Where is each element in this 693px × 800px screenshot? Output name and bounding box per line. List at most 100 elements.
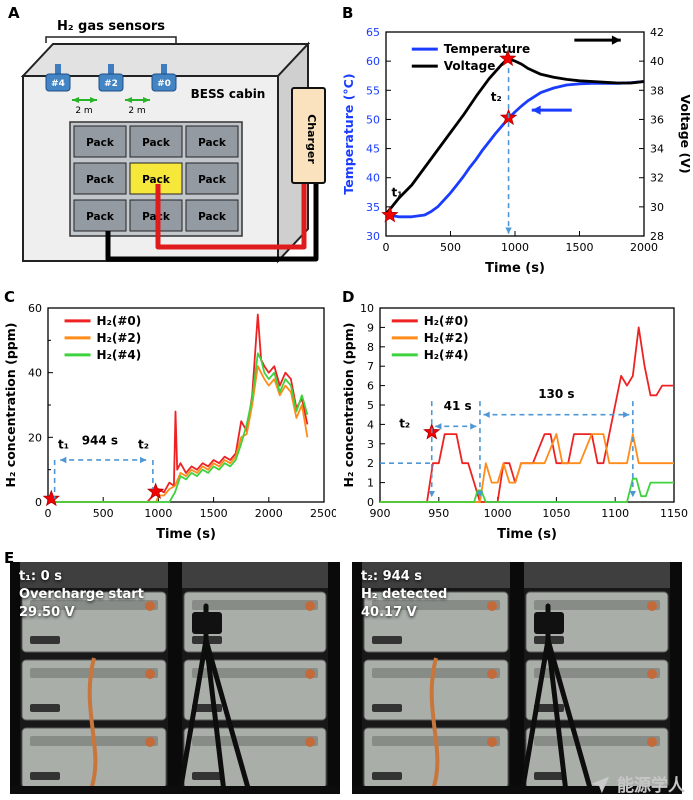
panel-label-a: A bbox=[8, 4, 20, 22]
pack-cell-label: Pack bbox=[198, 137, 227, 149]
svg-text:t₂: t₂ bbox=[491, 90, 502, 104]
watermark: 能源学人 bbox=[589, 771, 685, 796]
svg-text:Time (s): Time (s) bbox=[156, 527, 216, 542]
chart-h2-concentration-zoom: 900 950 1000 1050 1100 1150 0 1 2 3 4 5 6 7 8 9 10 Time (… bbox=[341, 302, 688, 542]
svg-text:Time (s): Time (s) bbox=[497, 527, 557, 542]
h2-sensor-4: #4 bbox=[45, 64, 71, 92]
svg-text:500: 500 bbox=[93, 507, 114, 520]
sensor-label: #4 bbox=[51, 79, 65, 89]
svg-text:38: 38 bbox=[650, 84, 664, 97]
svg-text:55: 55 bbox=[366, 84, 380, 97]
svg-text:1500: 1500 bbox=[200, 507, 228, 520]
svg-text:950: 950 bbox=[428, 507, 449, 520]
svg-text:2000: 2000 bbox=[630, 241, 658, 254]
svg-text:1050: 1050 bbox=[542, 507, 570, 520]
svg-text:34: 34 bbox=[650, 143, 664, 156]
caption-line: 40.17 V bbox=[361, 605, 417, 621]
h2-sensor-2: #2 bbox=[98, 64, 124, 92]
svg-text:0: 0 bbox=[367, 496, 374, 509]
svg-text:45: 45 bbox=[366, 143, 380, 156]
svg-text:H₂ concentration (ppm): H₂ concentration (ppm) bbox=[3, 323, 18, 488]
svg-text:Voltage: Voltage bbox=[444, 59, 496, 73]
svg-text:40: 40 bbox=[28, 367, 42, 380]
caption-line: t₂: 944 s bbox=[361, 569, 423, 584]
svg-text:t₁: t₁ bbox=[391, 185, 402, 199]
chart-h2-concentration-full: 0 500 1000 1500 2000 2500 0 20 40 60 Time (s) H₂ co… bbox=[3, 302, 336, 542]
svg-text:t₂: t₂ bbox=[399, 416, 410, 430]
caption-line: H₂ detected bbox=[361, 587, 448, 603]
charger-box bbox=[291, 87, 326, 184]
svg-text:40: 40 bbox=[366, 172, 380, 185]
svg-text:t₁: t₁ bbox=[58, 438, 69, 452]
svg-text:Voltage (V): Voltage (V) bbox=[678, 94, 690, 173]
svg-text:2000: 2000 bbox=[255, 507, 283, 520]
svg-text:H₂(#0): H₂(#0) bbox=[424, 314, 469, 328]
svg-text:65: 65 bbox=[366, 26, 380, 39]
svg-text:H₂(#2): H₂(#2) bbox=[424, 331, 469, 345]
svg-text:2: 2 bbox=[367, 457, 374, 470]
svg-text:41 s: 41 s bbox=[444, 399, 472, 413]
caption-line: 29.50 V bbox=[19, 605, 75, 621]
pack-cell-label: Pack bbox=[86, 137, 115, 149]
svg-text:0: 0 bbox=[383, 241, 390, 254]
svg-text:10: 10 bbox=[360, 302, 374, 315]
svg-text:1: 1 bbox=[367, 477, 374, 490]
pack-cell-label: Pack bbox=[86, 211, 115, 223]
pack-cell-label: Pack bbox=[142, 137, 171, 149]
panel-label-c: C bbox=[4, 288, 16, 306]
distance-label: 2 m bbox=[128, 106, 145, 116]
svg-text:500: 500 bbox=[440, 241, 461, 254]
panel-label-d: D bbox=[342, 288, 355, 306]
svg-text:5: 5 bbox=[367, 399, 374, 412]
svg-text:H₂(#0): H₂(#0) bbox=[97, 314, 142, 328]
photo-h2-detected: t₂: 944 s H₂ detected 40.17 V bbox=[352, 562, 682, 794]
pack-cell-label: Pack bbox=[86, 174, 115, 186]
svg-text:6: 6 bbox=[367, 380, 374, 393]
photo-caption-t1: t₁: 0 s Overcharge start 29.50 V bbox=[19, 568, 144, 623]
photo-caption-t2: t₂: 944 s H₂ detected 40.17 V bbox=[361, 568, 447, 623]
svg-text:2500: 2500 bbox=[310, 507, 336, 520]
svg-text:50: 50 bbox=[366, 113, 380, 126]
h2-sensor-0: #0 bbox=[151, 64, 177, 92]
svg-text:Temperature (°C): Temperature (°C) bbox=[341, 73, 356, 194]
svg-text:0: 0 bbox=[45, 507, 52, 520]
pack-cell-label: Pack bbox=[142, 174, 171, 186]
panel-label-b: B bbox=[342, 4, 354, 22]
charger-label: Charger bbox=[305, 114, 318, 164]
svg-text:60: 60 bbox=[366, 55, 380, 68]
svg-text:H₂(#4): H₂(#4) bbox=[424, 348, 469, 362]
svg-text:1000: 1000 bbox=[501, 241, 529, 254]
svg-text:H₂ concentration (ppm): H₂ concentration (ppm) bbox=[341, 323, 356, 488]
svg-text:1500: 1500 bbox=[566, 241, 594, 254]
pack-cell-label: Pack bbox=[198, 211, 227, 223]
svg-text:30: 30 bbox=[366, 230, 380, 243]
svg-text:t₂: t₂ bbox=[138, 438, 149, 452]
sensor-label: #0 bbox=[157, 79, 171, 89]
battery-rack-photo bbox=[352, 562, 682, 794]
svg-text:3: 3 bbox=[367, 438, 374, 451]
svg-text:60: 60 bbox=[28, 302, 42, 315]
svg-text:Temperature: Temperature bbox=[444, 42, 530, 56]
pack-cell-label: Pack bbox=[198, 174, 227, 186]
svg-text:7: 7 bbox=[367, 360, 374, 373]
svg-text:900: 900 bbox=[370, 507, 391, 520]
distance-label: 2 m bbox=[75, 106, 92, 116]
battery-rack-photo bbox=[10, 562, 340, 794]
watermark-logo-icon bbox=[590, 776, 610, 793]
photo-overcharge-start: t₁: 0 s Overcharge start 29.50 V bbox=[10, 562, 340, 794]
svg-text:H₂(#4): H₂(#4) bbox=[97, 348, 142, 362]
sensors-bracket bbox=[45, 36, 177, 43]
svg-text:32: 32 bbox=[650, 172, 664, 185]
svg-text:42: 42 bbox=[650, 26, 664, 39]
caption-line: t₁: 0 s bbox=[19, 569, 62, 584]
svg-text:9: 9 bbox=[367, 321, 374, 334]
svg-text:944 s: 944 s bbox=[82, 433, 118, 447]
cabin-label: BESS cabin bbox=[191, 87, 266, 101]
distance-arrow-2 bbox=[125, 97, 150, 103]
caption-line: Overcharge start bbox=[19, 587, 144, 603]
chart-temperature-voltage: 0 500 1000 1500 2000 30 35 40 45 50 55 60 65 28 30 32 34… bbox=[341, 26, 690, 276]
svg-text:30: 30 bbox=[650, 201, 664, 214]
svg-text:36: 36 bbox=[650, 113, 664, 126]
svg-text:28: 28 bbox=[650, 230, 664, 243]
sensor-label: #2 bbox=[104, 79, 118, 89]
